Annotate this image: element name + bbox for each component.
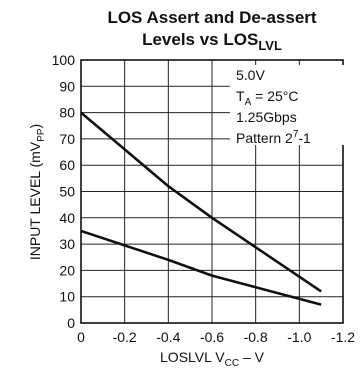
y-tick-label: 90 <box>59 78 75 94</box>
condition-supply: 5.0V <box>236 67 265 83</box>
y-tick-label: 40 <box>59 210 75 226</box>
assert-level-line <box>80 111 322 293</box>
y-axis-label-tail: ) <box>27 124 43 129</box>
x-tick-label: 0 <box>77 329 85 345</box>
x-tick-label: -1.0 <box>287 329 311 345</box>
x-tick-label: -0.4 <box>156 329 180 345</box>
chart-title-line2-main: Levels vs LOS <box>142 30 258 49</box>
x-axis-label: LOSLVL VCC – V <box>160 349 265 369</box>
x-axis-label-main: LOSLVL V <box>160 349 225 365</box>
chart-title-line2: Levels vs LOSLVL <box>142 30 282 53</box>
condition-pattern-tail: -1 <box>298 130 311 146</box>
condition-pattern-sup: 7 <box>293 129 299 140</box>
x-tick-label: -0.2 <box>113 329 137 345</box>
x-tick-label: -0.8 <box>244 329 268 345</box>
x-tick-label: -0.6 <box>200 329 224 345</box>
chart-title-line2-sub: LVL <box>258 38 282 53</box>
chart-title-line1: LOS Assert and De-assert <box>107 8 316 27</box>
y-tick-label: 10 <box>59 289 75 305</box>
condition-temperature-sub: A <box>245 97 252 108</box>
plot-frame <box>80 59 344 324</box>
y-tick-label: 20 <box>59 262 75 278</box>
test-conditions: 5.0V TA = 25°C 1.25Gbps Pattern 27-1 <box>230 65 346 146</box>
condition-pattern-main: Pattern 2 <box>236 130 293 146</box>
y-axis-label-main: INPUT LEVEL (mV <box>27 141 43 260</box>
y-tick-label: 80 <box>59 105 75 121</box>
condition-temperature: TA = 25°C <box>236 88 298 108</box>
x-tick-label: -1.2 <box>331 329 355 345</box>
y-tick-label: 70 <box>59 131 75 147</box>
x-tick-labels: 0 -0.2 -0.4 -0.6 -0.8 -1.0 -1.2 <box>77 329 355 345</box>
y-tick-label: 100 <box>52 52 76 68</box>
test-conditions-box <box>230 65 346 145</box>
condition-data-rate: 1.25Gbps <box>236 109 297 125</box>
y-tick-labels: 0 10 20 30 40 50 60 70 80 90 100 <box>52 52 76 331</box>
x-axis-label-tail: – V <box>239 349 265 365</box>
condition-pattern: Pattern 27-1 <box>236 129 311 146</box>
y-tick-label: 60 <box>59 157 75 173</box>
y-axis-label-sub: PP <box>36 128 47 142</box>
y-axis-label: INPUT LEVEL (mVPP) <box>27 124 47 260</box>
y-tick-label: 0 <box>67 315 75 331</box>
y-tick-label: 50 <box>59 184 75 200</box>
y-tick-label: 30 <box>59 236 75 252</box>
condition-temperature-main: T <box>236 88 245 104</box>
x-axis-label-sub: CC <box>225 358 239 369</box>
condition-temperature-tail: = 25°C <box>251 88 298 104</box>
series-layer <box>80 111 322 306</box>
deassert-level-line <box>80 229 322 306</box>
